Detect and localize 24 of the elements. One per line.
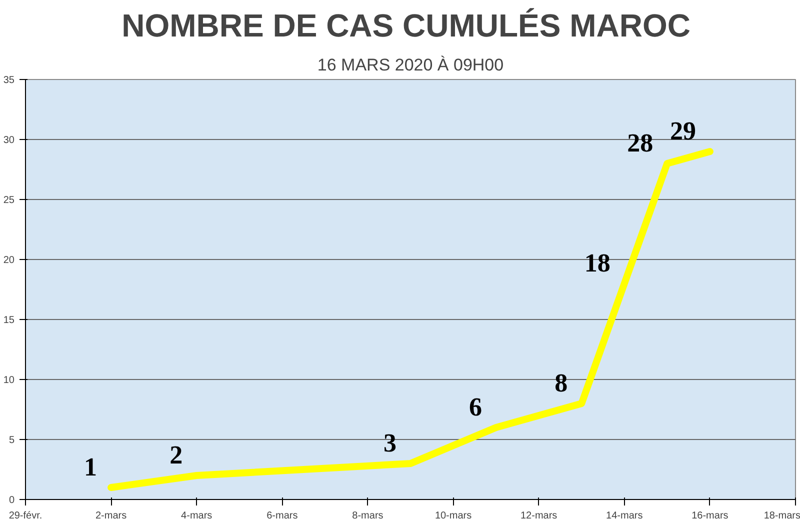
y-tick-label: 35: [3, 75, 15, 86]
x-tick-label: 8-mars: [352, 510, 384, 522]
data-label: 2: [170, 440, 183, 470]
y-tick-label: 15: [3, 315, 15, 326]
x-tick-label: 4-mars: [181, 510, 212, 522]
x-tick-label: 18-mars: [764, 510, 800, 522]
y-tick-label: 5: [8, 435, 15, 446]
y-tick-label: 30: [3, 135, 15, 146]
x-tick-label: 10-mars: [434, 510, 472, 522]
y-tick-label: 25: [3, 195, 15, 206]
x-tick-label: 12-mars: [520, 510, 558, 522]
x-tick-label: 6-mars: [266, 510, 298, 522]
data-label: 1: [84, 452, 98, 482]
x-tick-label: 14-mars: [606, 510, 643, 522]
x-tick-label: 29-févr.: [8, 510, 42, 522]
data-label: 29: [670, 116, 696, 146]
data-label: 6: [469, 392, 482, 422]
chart-title: NOMBRE DE CAS CUMULÉS MAROC: [122, 8, 690, 44]
x-tick-label: 2-mars: [96, 510, 127, 522]
chart-subtitle: 16 MARS 2020 À 09H00: [317, 56, 504, 74]
y-tick-label: 10: [3, 375, 15, 386]
y-tick-label: 0: [8, 495, 15, 506]
y-tick-label: 20: [3, 255, 15, 266]
x-tick-label: 16-mars: [692, 510, 728, 522]
